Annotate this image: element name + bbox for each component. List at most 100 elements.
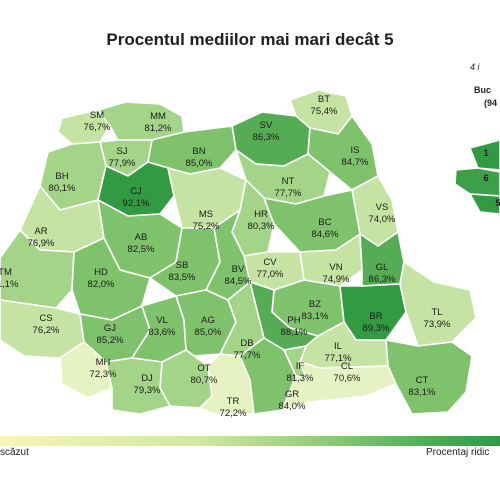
county-code-label: BH (55, 171, 68, 182)
county-code-label: MH (96, 357, 111, 368)
county-code-label: BV (232, 264, 245, 275)
county-ct (385, 339, 473, 415)
legend-low-label: scăzut (0, 447, 29, 458)
county-code-label: GJ (104, 323, 116, 334)
county-dj (105, 357, 171, 415)
county-value-label: 86,3% (369, 274, 396, 285)
county-value-label: 80,3% (248, 221, 275, 232)
county-value-label: 76,9% (28, 238, 55, 249)
county-value-label: 79,3% (134, 385, 161, 396)
county-code-label: BZ (309, 299, 321, 310)
county-value-label: 84,0% (279, 401, 306, 412)
county-regions (0, 89, 477, 415)
county-code-label: IF (296, 361, 305, 372)
county-code-label: CT (416, 375, 429, 386)
legend-high-label: Procentaj ridic (426, 447, 490, 458)
county-code-label: IS (351, 145, 360, 156)
county-value-label: 83,1% (409, 387, 436, 398)
county-value-label: 92,1% (123, 198, 150, 209)
county-value-label: 85,0% (186, 158, 213, 169)
bucharest-sector-6-label: 6 (483, 173, 488, 184)
county-value-label: 75,4% (311, 106, 338, 117)
county-code-label: AR (34, 226, 47, 237)
county-value-label: 81,1% (0, 279, 19, 290)
county-code-label: CS (39, 313, 52, 324)
county-value-label: 72,2% (220, 408, 247, 419)
county-value-label: 77,1% (325, 353, 352, 364)
county-value-label: 80,7% (191, 375, 218, 386)
county-code-label: CV (263, 257, 277, 268)
county-code-label: IL (334, 341, 342, 352)
county-code-label: CJ (130, 186, 142, 197)
county-value-label: 77,7% (234, 350, 261, 361)
county-code-label: AB (135, 232, 148, 243)
county-value-label: 82,5% (128, 244, 155, 255)
county-code-label: CL (341, 361, 353, 372)
county-code-label: SJ (116, 146, 127, 157)
county-value-label: 88,1% (281, 327, 308, 338)
county-code-label: PH (287, 315, 300, 326)
county-code-label: TL (431, 307, 442, 318)
county-code-label: HD (94, 267, 108, 278)
county-value-label: 83,6% (149, 327, 176, 338)
county-code-label: VS (376, 202, 389, 213)
bucharest-inset: 1 6 5 (454, 139, 500, 215)
county-tl (399, 261, 477, 347)
county-value-label: 70,6% (334, 373, 361, 384)
county-code-label: MM (150, 111, 166, 122)
county-code-label: BT (318, 94, 330, 105)
county-code-label: DJ (141, 373, 153, 384)
county-code-label: DB (240, 338, 253, 349)
county-value-label: 84,5% (225, 276, 252, 287)
county-code-label: SV (260, 120, 273, 131)
county-value-label: 83,1% (302, 311, 329, 322)
county-code-label: HR (254, 209, 268, 220)
county-value-label: 76,7% (84, 122, 111, 133)
county-code-label: VN (329, 262, 342, 273)
county-labels: SM76,7%MM81,2%BT75,4%SV86,3%SJ77,9%BN85,… (0, 94, 451, 419)
county-value-label: 75,2% (193, 221, 220, 232)
county-value-label: 82,0% (88, 279, 115, 290)
county-value-label: 81,3% (287, 373, 314, 384)
county-value-label: 86,3% (253, 132, 280, 143)
county-value-label: 73,9% (424, 319, 451, 330)
county-value-label: 77,0% (257, 269, 284, 280)
county-value-label: 85,2% (97, 335, 124, 346)
bucharest-name-fragment: Buc (474, 85, 492, 95)
county-code-label: OT (197, 363, 210, 374)
county-code-label: GL (376, 262, 389, 273)
bucharest-sector-5-label: 5 (495, 198, 500, 209)
county-code-label: TM (0, 267, 12, 278)
county-code-label: BC (318, 217, 331, 228)
bucharest-sector-west (454, 167, 500, 197)
bucharest-sector-south (468, 193, 500, 215)
county-value-label: 74,0% (369, 214, 396, 225)
county-value-label: 84,7% (342, 157, 369, 168)
county-code-label: BR (369, 311, 382, 322)
county-code-label: SM (90, 110, 104, 121)
county-value-label: 77,9% (109, 158, 136, 169)
county-code-label: TR (227, 396, 240, 407)
county-value-label: 77,7% (275, 188, 302, 199)
county-code-label: AG (201, 315, 215, 326)
bucharest-sector-1-label: 1 (483, 148, 489, 159)
bucharest-sector-north (468, 139, 500, 171)
county-code-label: SB (176, 260, 189, 271)
date-fragment: 4 i (470, 62, 480, 72)
county-value-label: 84,6% (312, 229, 339, 240)
county-value-label: 80,1% (49, 183, 76, 194)
county-mm (97, 101, 185, 141)
county-value-label: 81,2% (145, 123, 172, 134)
county-code-label: BN (192, 146, 205, 157)
county-value-label: 74,9% (323, 274, 350, 285)
county-value-label: 85,0% (195, 327, 222, 338)
county-value-label: 72,3% (90, 369, 117, 380)
county-code-label: MS (199, 209, 213, 220)
county-value-label: 83,5% (169, 272, 196, 283)
legend-gradient-bar (0, 436, 500, 446)
map-title: Procentul mediilor mai mari decât 5 (106, 30, 394, 49)
county-value-label: 76,2% (33, 325, 60, 336)
county-code-label: VL (156, 315, 168, 326)
bucharest-value-fragment: (94 (484, 98, 498, 108)
county-code-label: NT (282, 176, 295, 187)
